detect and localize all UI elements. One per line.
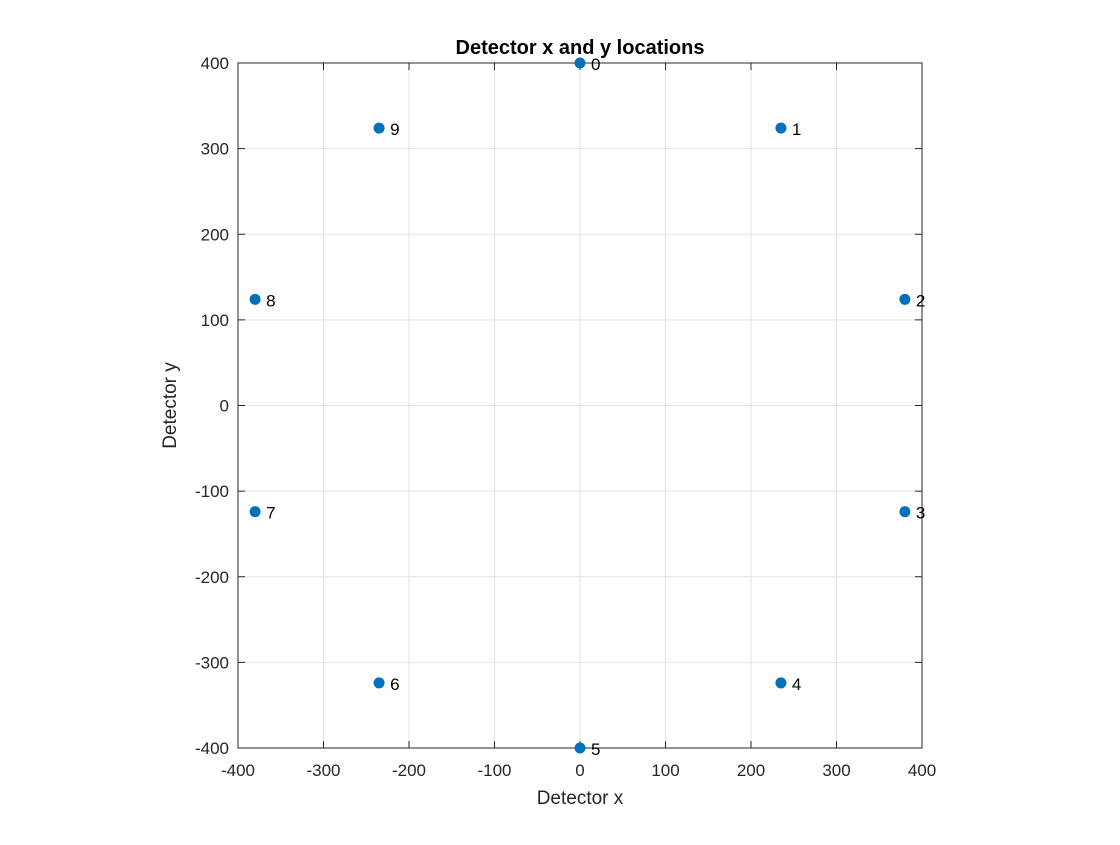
y-tick-labels: -400 -300 -200 -100 0 100 200 300 400 — [195, 54, 229, 758]
point-label-2: 2 — [916, 291, 925, 310]
y-tick-label: -400 — [195, 739, 229, 758]
point-label-5: 5 — [591, 740, 600, 759]
point-label-1: 1 — [792, 120, 801, 139]
y-tick-label: 200 — [201, 225, 229, 244]
x-tick-label: -200 — [392, 761, 426, 780]
y-tick-label: -300 — [195, 653, 229, 672]
point-label-0: 0 — [591, 55, 600, 74]
data-point-5 — [574, 742, 586, 754]
point-label-9: 9 — [390, 120, 399, 139]
data-point-3 — [899, 506, 911, 518]
data-points — [249, 57, 911, 754]
y-tick-label: 400 — [201, 54, 229, 73]
point-label-8: 8 — [266, 291, 275, 310]
data-point-4 — [775, 677, 787, 689]
data-point-6 — [373, 677, 385, 689]
y-axis-label: Detector y — [160, 362, 181, 449]
x-tick-label: -400 — [221, 761, 255, 780]
data-point-2 — [899, 293, 911, 305]
x-tick-label: 200 — [737, 761, 765, 780]
point-labels: 0 1 2 3 4 5 6 7 8 9 — [266, 55, 925, 759]
grid — [237, 62, 923, 749]
chart-title: Detector x and y locations — [456, 37, 705, 59]
data-point-7 — [249, 506, 261, 518]
x-axis-label: Detector x — [537, 788, 624, 809]
x-tick-labels: -400 -300 -200 -100 0 100 200 300 400 — [221, 761, 936, 780]
y-tick-label: -100 — [195, 482, 229, 501]
x-tick-label: -300 — [306, 761, 340, 780]
point-label-3: 3 — [916, 504, 925, 523]
x-tick-label: 0 — [575, 761, 584, 780]
data-point-9 — [373, 122, 385, 134]
x-tick-label: 300 — [822, 761, 850, 780]
y-tick-label: 0 — [220, 397, 229, 416]
y-tick-label: 100 — [201, 311, 229, 330]
data-point-8 — [249, 293, 261, 305]
point-label-7: 7 — [266, 504, 275, 523]
x-tick-label: 400 — [908, 761, 936, 780]
y-tick-label: 300 — [201, 140, 229, 159]
data-point-1 — [775, 122, 787, 134]
point-label-4: 4 — [792, 675, 801, 694]
point-label-6: 6 — [390, 675, 399, 694]
x-tick-label: 100 — [651, 761, 679, 780]
y-tick-label: -200 — [195, 568, 229, 587]
x-tick-label: -100 — [477, 761, 511, 780]
data-point-0 — [574, 57, 586, 69]
